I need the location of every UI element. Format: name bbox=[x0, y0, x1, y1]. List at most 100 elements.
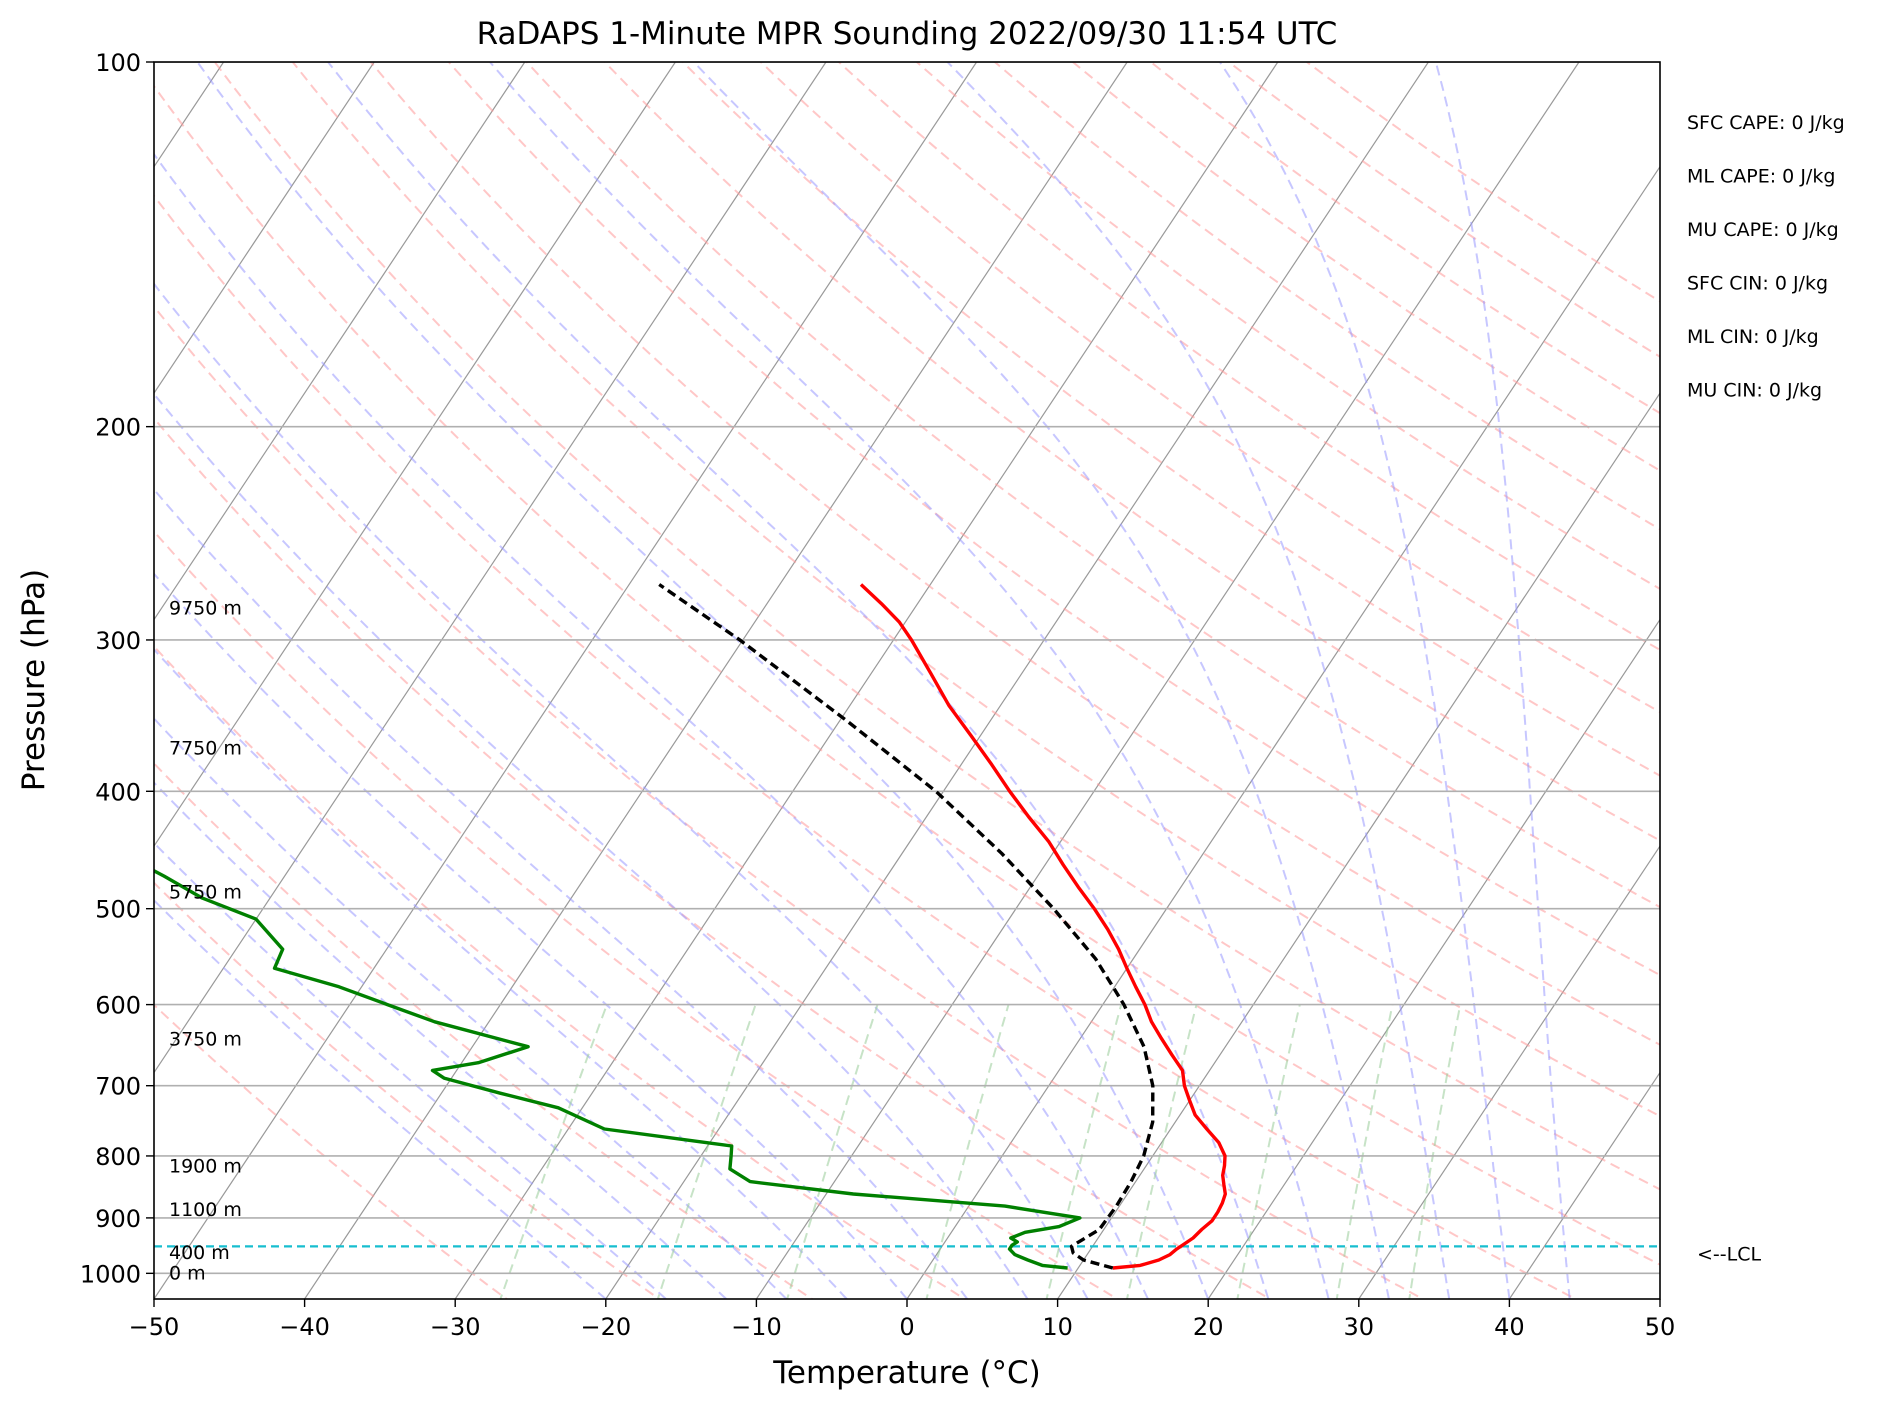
x-tick-label: 40 bbox=[1494, 1313, 1525, 1341]
height-label: 9750 m bbox=[169, 597, 242, 619]
height-label: 5750 m bbox=[169, 882, 242, 904]
annotations: <--LCL 9750 m 7750 m 5750 m 3750 m 1900 m 1100… bbox=[169, 112, 1845, 1284]
dry-adiabat bbox=[154, 530, 1120, 1299]
y-tick-label: 300 bbox=[95, 627, 141, 655]
isotherm-line bbox=[1358, 844, 1660, 1299]
height-label: 7750 m bbox=[169, 737, 242, 759]
temperature-profile bbox=[859, 583, 1227, 1270]
moist-adiabat bbox=[327, 62, 1270, 1299]
index-text-ml-cape: ML CAPE: 0 J/kg bbox=[1687, 166, 1835, 188]
isotherm-line bbox=[304, 62, 1128, 1299]
height-label: 1900 m bbox=[169, 1156, 242, 1178]
x-tick-label: −40 bbox=[279, 1313, 330, 1341]
dry-adiabat bbox=[154, 84, 1660, 1266]
mixing-ratio-line bbox=[656, 1004, 757, 1299]
moist-adiabat bbox=[154, 647, 848, 1299]
y-tick-label: 900 bbox=[95, 1205, 141, 1233]
dry-adiabat bbox=[154, 1003, 509, 1299]
y-tick-label: 1000 bbox=[80, 1260, 141, 1288]
height-label: 0 m bbox=[169, 1262, 206, 1284]
mixing-ratio-line bbox=[1045, 1004, 1123, 1299]
moist-adiabat bbox=[154, 152, 1149, 1299]
height-label: 3750 m bbox=[169, 1029, 242, 1051]
dry-adiabat bbox=[837, 62, 1660, 652]
isotherm-line bbox=[154, 62, 375, 395]
moist-adiabat bbox=[1434, 62, 1571, 1299]
moist-adiabat bbox=[154, 487, 969, 1299]
x-tick-label: −20 bbox=[580, 1313, 631, 1341]
isotherm-line bbox=[1207, 618, 1660, 1299]
parcel-path bbox=[658, 583, 1155, 1270]
isotherm-line bbox=[154, 62, 526, 621]
x-tick-label: 0 bbox=[899, 1313, 914, 1341]
dry-adiabat bbox=[154, 762, 814, 1299]
moist-adiabat bbox=[1219, 62, 1511, 1299]
isotherm-line bbox=[154, 62, 978, 1299]
moist-adiabat bbox=[154, 781, 727, 1299]
mixing-ratio-line bbox=[786, 1004, 879, 1299]
x-tick-label: 50 bbox=[1645, 1313, 1676, 1341]
y-tick-label: 700 bbox=[95, 1073, 141, 1101]
moist-adiabat bbox=[489, 62, 1330, 1299]
plot-frame bbox=[153, 61, 1661, 1300]
mixing-ratio-line bbox=[499, 1004, 608, 1299]
moist-adiabat bbox=[154, 282, 1089, 1299]
moist-adiabat bbox=[692, 62, 1390, 1299]
mixing-ratio-line bbox=[925, 1004, 1010, 1299]
x-axis-label: Temperature (°C) bbox=[772, 1355, 1041, 1391]
background-lines bbox=[154, 62, 1882, 1299]
isotherm-line bbox=[906, 165, 1660, 1299]
y-tick-label: 500 bbox=[95, 896, 141, 924]
mixing-ratio-line bbox=[1236, 1004, 1301, 1299]
isotherm-line bbox=[605, 62, 1429, 1299]
moist-adiabat bbox=[154, 717, 788, 1299]
isotherm-line bbox=[755, 62, 1580, 1299]
index-text-mu-cape: MU CAPE: 0 J/kg bbox=[1687, 219, 1839, 241]
x-tick-label: −10 bbox=[731, 1313, 782, 1341]
y-axis-label: Pressure (hPa) bbox=[16, 569, 52, 791]
height-label: 400 m bbox=[169, 1242, 230, 1264]
sounding-series bbox=[154, 583, 1660, 1270]
index-text-mu-cin: MU CIN: 0 J/kg bbox=[1687, 380, 1822, 402]
isotherm-line bbox=[1811, 62, 1882, 1299]
x-tick-label: −30 bbox=[430, 1313, 481, 1341]
isotherm-line bbox=[1659, 1297, 1660, 1299]
height-label: 1100 m bbox=[169, 1199, 242, 1221]
dry-adiabat bbox=[447, 62, 1660, 977]
index-text-sfc-cape: SFC CAPE: 0 J/kg bbox=[1687, 112, 1845, 134]
mixing-ratio-line bbox=[1335, 1004, 1394, 1299]
moist-adiabat bbox=[946, 62, 1451, 1299]
dry-adiabat bbox=[291, 62, 1660, 1118]
isotherm-line bbox=[154, 62, 676, 848]
isotherm-line bbox=[154, 62, 827, 1074]
lcl-label: <--LCL bbox=[1697, 1243, 1761, 1265]
isotherm-line bbox=[454, 62, 1279, 1299]
moist-adiabat bbox=[154, 898, 607, 1299]
y-tick-label: 600 bbox=[95, 992, 141, 1020]
moist-adiabat bbox=[154, 841, 667, 1299]
dry-adiabat bbox=[915, 62, 1660, 591]
moist-adiabat bbox=[154, 392, 1029, 1299]
dewpoint-profile bbox=[154, 868, 1082, 1270]
dry-adiabat bbox=[369, 62, 1660, 1046]
dry-adiabat bbox=[154, 416, 1273, 1299]
dry-adiabat bbox=[759, 62, 1660, 714]
index-text-sfc-cin: SFC CIN: 0 J/kg bbox=[1687, 273, 1828, 295]
pressure-grid bbox=[154, 62, 1660, 1275]
y-tick-label: 200 bbox=[95, 414, 141, 442]
y-tick-label: 100 bbox=[95, 49, 141, 77]
x-tick-label: 20 bbox=[1193, 1313, 1224, 1341]
x-tick-label: −50 bbox=[129, 1313, 180, 1341]
x-tick-label: 10 bbox=[1042, 1313, 1073, 1341]
chart-title: RaDAPS 1-Minute MPR Sounding 2022/09/30 … bbox=[477, 16, 1338, 52]
dry-adiabat bbox=[154, 305, 1425, 1299]
isotherm-line bbox=[1508, 1071, 1660, 1299]
isotherm-line bbox=[1057, 392, 1660, 1299]
x-tick-label: 30 bbox=[1344, 1313, 1375, 1341]
dry-adiabat bbox=[154, 194, 1578, 1299]
index-text-ml-cin: ML CIN: 0 J/kg bbox=[1687, 326, 1819, 348]
moist-adiabat bbox=[154, 572, 908, 1299]
dry-adiabat bbox=[213, 62, 1660, 1191]
